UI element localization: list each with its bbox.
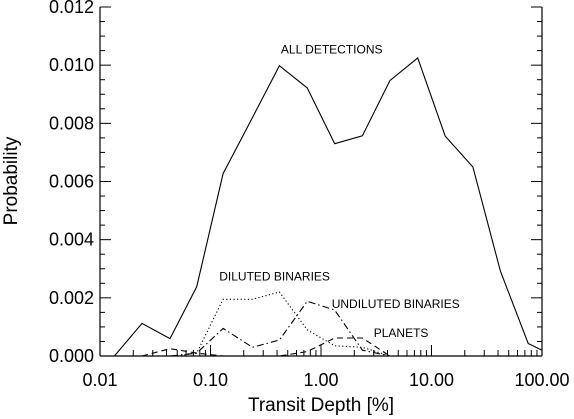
annotations: ALL DETECTIONS DILUTED BINARIESUNDILUTED … <box>219 43 459 341</box>
annotation-label: UNDILUTED BINARIES <box>332 297 460 311</box>
x-tick-label: 10.00 <box>409 370 454 390</box>
x-tick-label: 0.01 <box>82 370 117 390</box>
annotation-label: PLANETS <box>374 326 429 340</box>
series-line-all-detections <box>113 56 543 357</box>
y-tick-label: 0.012 <box>49 0 94 17</box>
annotation-label: DILUTED BINARIES <box>219 269 330 283</box>
x-tick-label: 100.00 <box>514 370 569 390</box>
y-tick-label: 0.004 <box>49 230 94 250</box>
y-tick-label: 0.000 <box>49 346 94 366</box>
y-axis-title: Probability <box>1 136 22 225</box>
x-axis-title: Transit Depth [%] <box>248 395 394 416</box>
y-tick-label: 0.010 <box>49 55 94 75</box>
y-tick-label: 0.002 <box>49 288 94 308</box>
annotation-label: ALL DETECTIONS <box>281 43 383 57</box>
y-tick-label: 0.008 <box>49 113 94 133</box>
tick-labels: 0.000 0.002 0.004 0.006 0.008 0.010 0.012 0.01 0… <box>49 0 570 390</box>
x-tick-label: 0.10 <box>193 370 228 390</box>
y-tick-label: 0.006 <box>49 172 94 192</box>
series-line-planets <box>141 337 391 357</box>
series-lines <box>113 56 543 357</box>
series-line-diluted-binaries <box>177 291 391 357</box>
ticks <box>99 6 543 357</box>
x-tick-label: 1.00 <box>303 370 338 390</box>
plot-frame <box>99 7 543 357</box>
